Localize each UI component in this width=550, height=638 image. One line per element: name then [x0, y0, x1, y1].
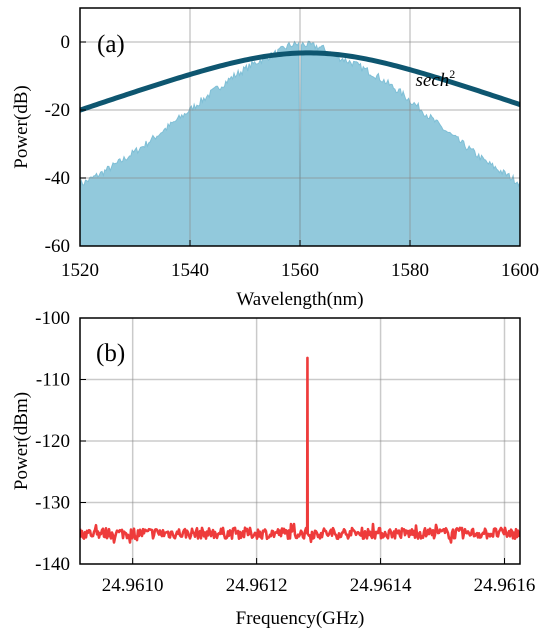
sech2-fit-curve — [80, 50, 520, 113]
x-tick-label: 1580 — [391, 260, 429, 281]
y-tick-label: -130 — [35, 493, 70, 514]
x-tick-label: 24.9614 — [350, 575, 412, 596]
panel-b: 24.9610 24.9612 24.9614 24.9616 -100 -110 -120… — [11, 308, 535, 629]
y-tick-label: -110 — [36, 370, 70, 391]
panel-a-ylabel: Power(dB) — [11, 85, 32, 168]
panel-b-label: (b) — [96, 340, 125, 367]
y-tick-label: -40 — [45, 168, 70, 189]
y-tick-label: 0 — [61, 32, 71, 53]
panel-a-spectrum-fill — [80, 40, 520, 246]
panel-a-label: (a) — [97, 31, 125, 58]
x-tick-label: 1540 — [171, 260, 209, 281]
measured-spectrum-area — [80, 40, 520, 246]
y-tick-label: -60 — [45, 236, 70, 257]
sech2-annotation-base: sech — [416, 70, 450, 91]
panel-a-grid — [80, 8, 520, 246]
x-tick-label: 24.9616 — [474, 575, 536, 596]
panel-a-xlabel: Wavelength(nm) — [236, 289, 363, 310]
x-tick-label: 24.9610 — [102, 575, 164, 596]
sech2-annotation: sech2 — [416, 67, 456, 91]
panel-b-background — [80, 318, 520, 564]
panel-a-ticks: 1520 1540 1560 1580 1600 0 -20 -40 -60 — [45, 32, 539, 281]
panel-b-grid — [80, 318, 520, 564]
x-tick-label: 1520 — [61, 260, 99, 281]
x-tick-label: 1600 — [501, 260, 539, 281]
panel-b-xlabel: Frequency(GHz) — [236, 608, 365, 629]
y-tick-label: -140 — [35, 554, 70, 575]
y-tick-label: -120 — [35, 431, 70, 452]
rf-spectrum-line — [80, 356, 520, 544]
panel-a: 1520 1540 1560 1580 1600 0 -20 -40 -60 (a) sech2… — [11, 7, 539, 310]
sech2-annotation-exponent: 2 — [449, 67, 455, 81]
y-tick-label: -100 — [35, 308, 70, 329]
panel-b-ticks: 24.9610 24.9612 24.9614 24.9616 -100 -110 -120… — [35, 308, 535, 596]
x-tick-label: 1560 — [281, 260, 319, 281]
panel-b-ylabel: Power(dBm) — [11, 392, 32, 490]
y-tick-label: -20 — [45, 100, 70, 121]
x-tick-label: 24.9612 — [226, 575, 288, 596]
